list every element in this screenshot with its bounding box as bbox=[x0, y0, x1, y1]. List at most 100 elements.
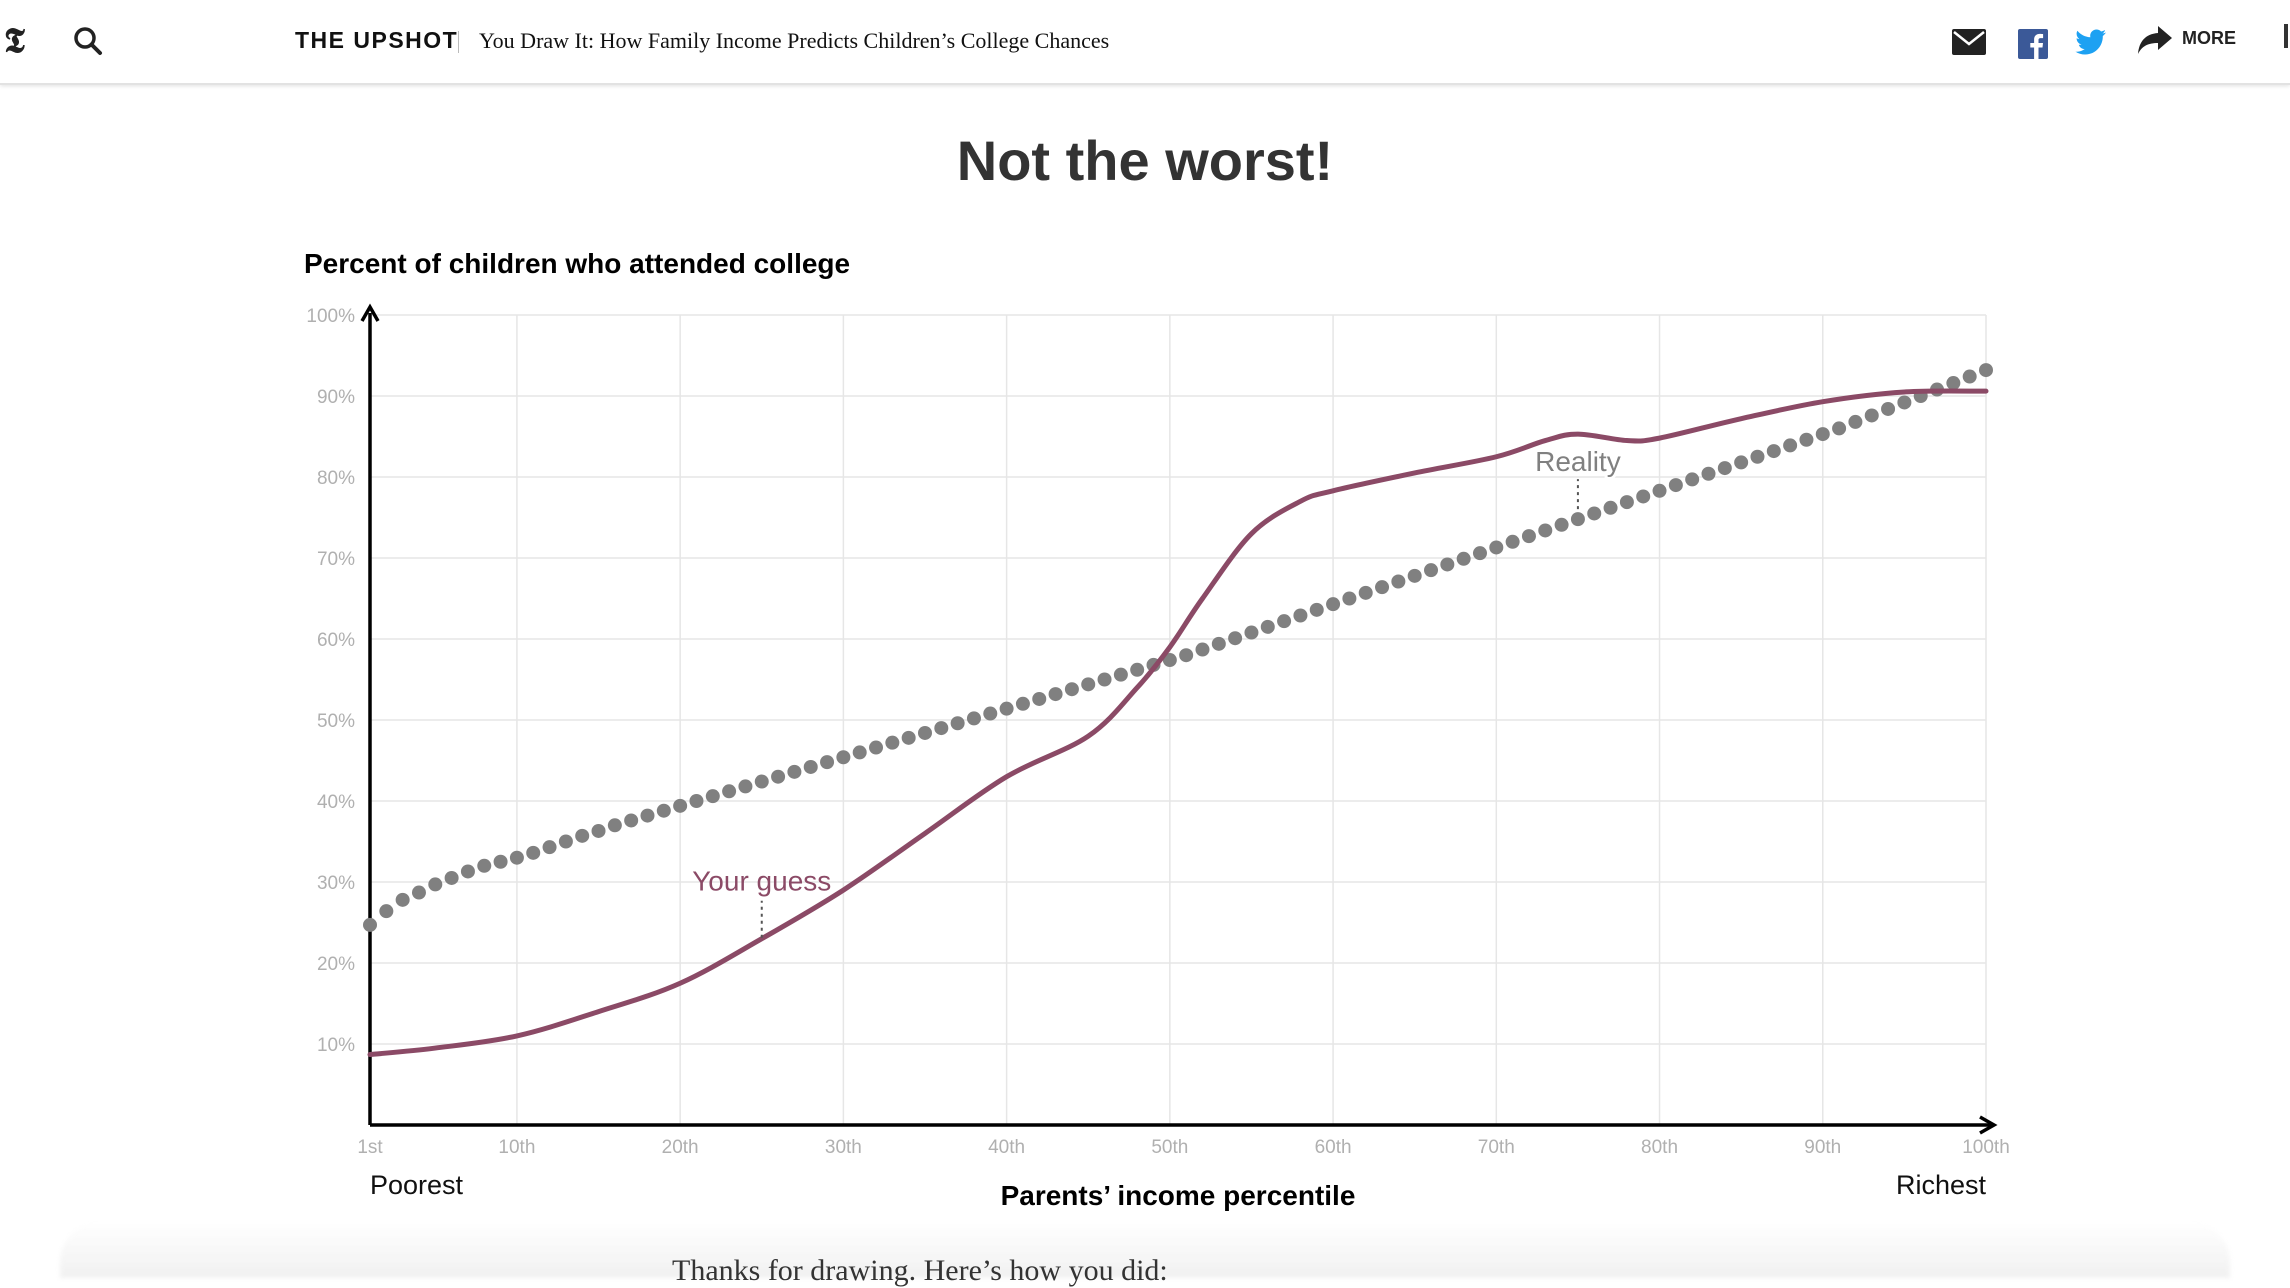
reality-point bbox=[1766, 444, 1781, 459]
reality-point bbox=[1424, 563, 1439, 578]
facebook-icon[interactable] bbox=[2018, 29, 2048, 59]
reality-point bbox=[1228, 631, 1243, 646]
header-edge-mark bbox=[2284, 24, 2288, 48]
reality-point bbox=[444, 870, 459, 885]
reality-point bbox=[1783, 438, 1798, 453]
y-tick-label: 30% bbox=[317, 873, 355, 894]
reality-point bbox=[1440, 557, 1455, 572]
reality-point bbox=[1489, 540, 1504, 555]
reality-point bbox=[771, 769, 786, 784]
reality-point bbox=[803, 759, 818, 774]
x-tick-label: 80th bbox=[1641, 1137, 1678, 1158]
nyt-logo-glyph: 𝕿 bbox=[4, 21, 25, 61]
reality-point bbox=[607, 818, 622, 833]
reality-point bbox=[395, 892, 410, 907]
reality-point bbox=[1162, 653, 1177, 668]
reality-point bbox=[640, 808, 655, 823]
reality-point bbox=[1113, 667, 1128, 682]
reality-point bbox=[1717, 461, 1732, 476]
reality-point bbox=[950, 716, 965, 731]
reality-point bbox=[656, 803, 671, 818]
reality-point bbox=[852, 745, 867, 760]
x-tick-label: 100th bbox=[1962, 1137, 2010, 1158]
y-tick-label: 20% bbox=[317, 954, 355, 975]
reality-point bbox=[673, 798, 688, 813]
article-headline: You Draw It: How Family Income Predicts … bbox=[479, 28, 1110, 53]
reality-point bbox=[1946, 376, 1961, 391]
reality-point bbox=[738, 779, 753, 794]
share-arrow-icon[interactable] bbox=[2136, 24, 2174, 56]
more-button[interactable]: MORE bbox=[2182, 28, 2236, 48]
x-tick-label: 10th bbox=[498, 1137, 535, 1158]
reality-point bbox=[917, 725, 932, 740]
annotations: Your guess Reality bbox=[692, 443, 1624, 938]
reality-point bbox=[1636, 489, 1651, 504]
x-caption-poorest: Poorest bbox=[370, 1170, 464, 1200]
reality-point bbox=[558, 834, 573, 849]
x-caption-richest: Richest bbox=[1896, 1170, 1987, 1200]
reality-point bbox=[1081, 677, 1096, 692]
y-tick-label: 100% bbox=[306, 306, 355, 327]
reality-point bbox=[1375, 580, 1390, 595]
reality-point bbox=[1587, 506, 1602, 521]
reality-point bbox=[1456, 551, 1471, 566]
y-axis-title: Percent of children who attended college bbox=[304, 248, 851, 279]
reality-point bbox=[901, 730, 916, 745]
x-tick-label: 70th bbox=[1478, 1137, 1515, 1158]
search-icon[interactable] bbox=[72, 25, 104, 57]
y-tick-label: 80% bbox=[317, 468, 355, 489]
reality-point bbox=[820, 755, 835, 770]
grid-lines bbox=[370, 314, 1987, 1125]
reality-point bbox=[885, 735, 900, 750]
axes bbox=[360, 303, 1998, 1135]
reality-point bbox=[869, 740, 884, 755]
reality-point bbox=[526, 845, 541, 860]
x-axis-title: Parents’ income percentile bbox=[1000, 1180, 1356, 1211]
reality-point bbox=[1277, 614, 1292, 629]
reality-point bbox=[1538, 523, 1553, 538]
reality-point bbox=[1048, 687, 1063, 702]
reality-point bbox=[1211, 636, 1226, 651]
guess-label: Your guess bbox=[692, 866, 831, 897]
x-tick-label: 50th bbox=[1151, 1137, 1188, 1158]
reality-point bbox=[1064, 682, 1079, 697]
y-tick-label: 60% bbox=[317, 630, 355, 651]
y-axis-arrow bbox=[360, 303, 380, 322]
reality-point bbox=[1815, 427, 1830, 442]
reality-point bbox=[1179, 648, 1194, 663]
reality-point bbox=[1799, 432, 1814, 447]
guess-line bbox=[367, 388, 1989, 1058]
x-tick-label: 90th bbox=[1804, 1137, 1841, 1158]
reality-point bbox=[1750, 449, 1765, 464]
reality-point bbox=[1554, 517, 1569, 532]
x-axis-arrow bbox=[1979, 1115, 1998, 1135]
reality-point bbox=[1342, 591, 1357, 606]
y-tick-labels: 10% 20% 30% 40% 50% 60% 70% 80% 90% 100% bbox=[306, 306, 355, 1056]
reality-point bbox=[1358, 585, 1373, 600]
reality-point bbox=[1864, 408, 1879, 423]
nyt-logo[interactable]: 𝕿 bbox=[4, 24, 34, 58]
x-tick-label: 20th bbox=[662, 1137, 699, 1158]
reality-point bbox=[1260, 619, 1275, 634]
reality-point bbox=[411, 885, 426, 900]
top-navigation-bar: 𝕿 THE UPSHOT You Draw It: How Family Inc… bbox=[0, 0, 2290, 85]
reality-point bbox=[428, 877, 443, 892]
reality-point bbox=[689, 794, 704, 808]
reality-point bbox=[460, 864, 475, 879]
twitter-icon[interactable] bbox=[2075, 29, 2107, 57]
reality-point bbox=[1472, 546, 1487, 561]
section-label[interactable]: THE UPSHOT bbox=[295, 27, 459, 53]
reality-point bbox=[836, 750, 851, 765]
reality-point bbox=[493, 854, 508, 869]
reality-point bbox=[1293, 608, 1308, 623]
reality-point bbox=[509, 850, 524, 865]
reality-point bbox=[1897, 395, 1912, 410]
bottom-fade bbox=[60, 1222, 2230, 1278]
reality-point bbox=[1701, 466, 1716, 481]
reality-point bbox=[591, 823, 606, 838]
reality-point bbox=[1015, 696, 1030, 711]
x-tick-label: 30th bbox=[825, 1137, 862, 1158]
email-icon[interactable] bbox=[1952, 29, 1986, 55]
result-title: Not the worst! bbox=[956, 129, 1334, 192]
reality-point bbox=[1668, 478, 1683, 493]
